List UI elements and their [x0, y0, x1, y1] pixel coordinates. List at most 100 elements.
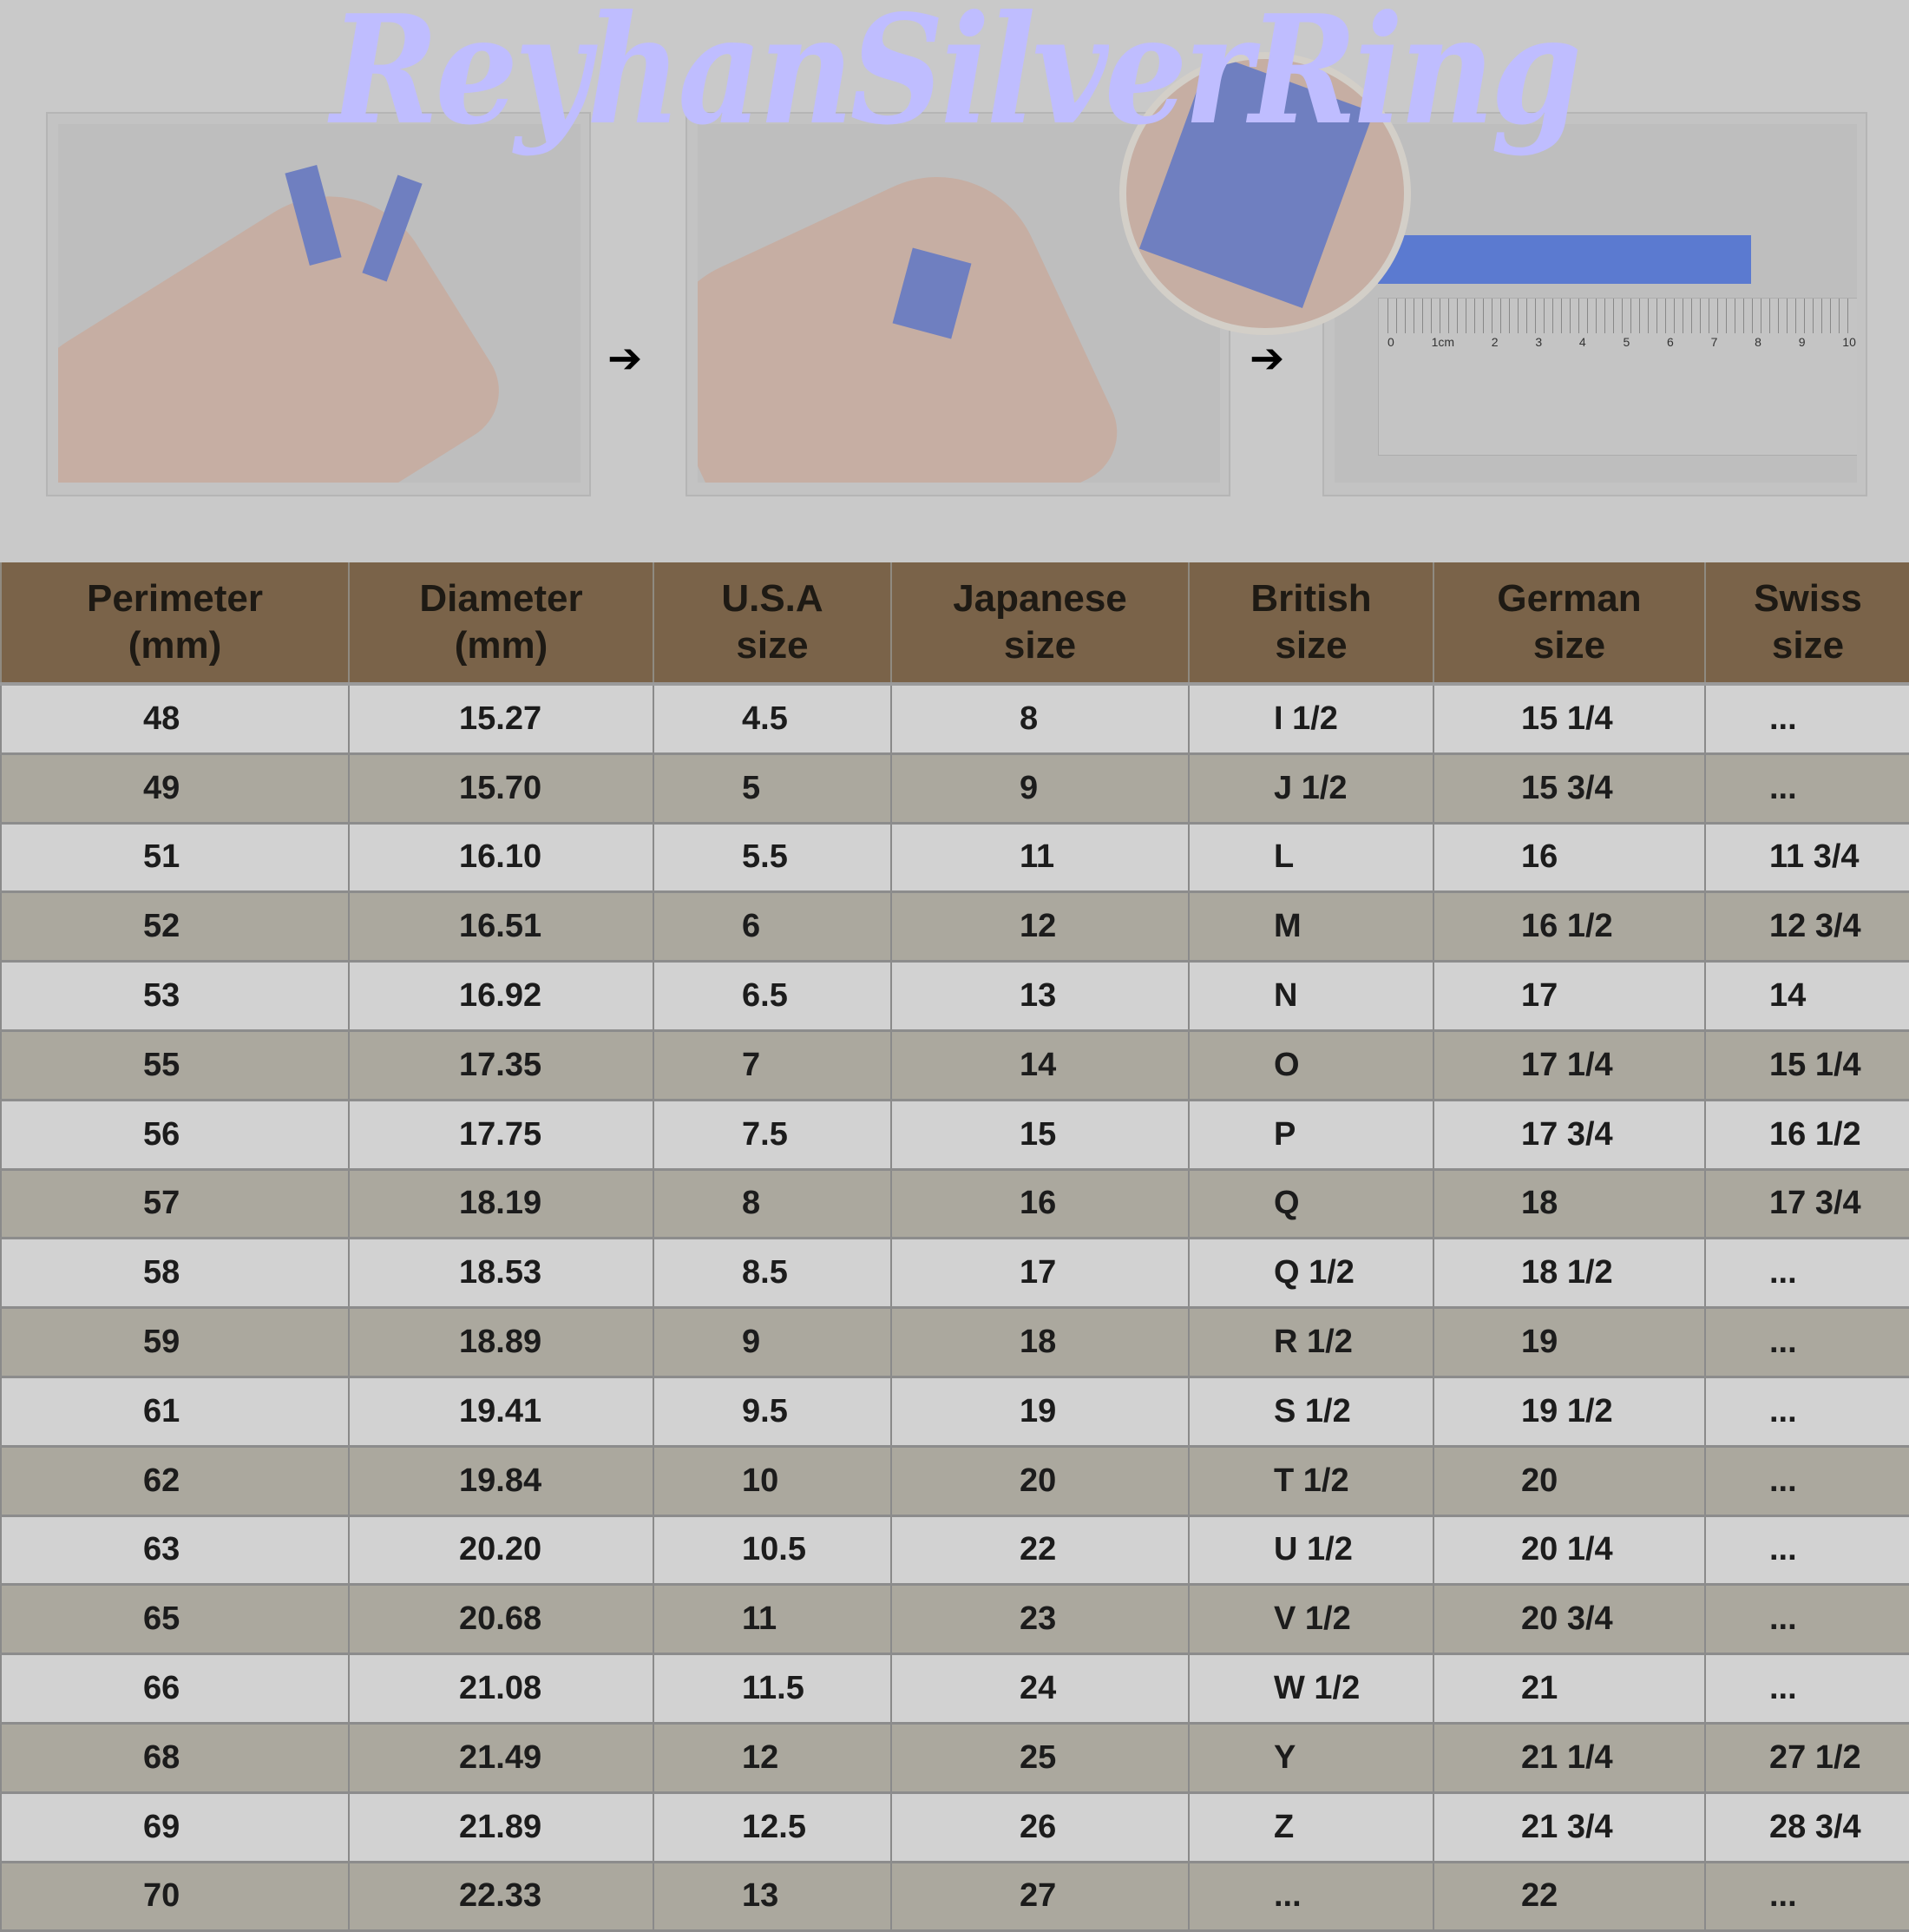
cell-british-size: J 1/2	[1188, 753, 1433, 825]
cell-perimeter: 58	[0, 1238, 349, 1310]
ruler-label: 2	[1491, 335, 1499, 349]
cell-german-size: 19	[1433, 1307, 1705, 1378]
cell-usa-size: 8.5	[653, 1238, 891, 1310]
cell-swiss-size: ...	[1704, 753, 1909, 825]
table-row: 65 20.68 11 23 V 1/2 20 3/4...	[0, 1584, 1909, 1656]
cell-german-size: 17 3/4	[1433, 1100, 1705, 1171]
step-1-wrap-strip-image	[46, 112, 591, 496]
cell-perimeter: 53	[0, 961, 349, 1032]
cell-perimeter: 61	[0, 1377, 349, 1448]
column-header-line: Japanese	[953, 577, 1127, 620]
cell-japanese-size: 13	[890, 961, 1189, 1032]
table-row: 58 18.53 8.5 17 Q 1/2 18 1/2...	[0, 1238, 1909, 1310]
table-row: 52 16.51 6 12 M 16 1/2 12 3/4	[0, 891, 1909, 963]
table-row: 51 16.10 5.5 11 L 16 11 3/4	[0, 823, 1909, 894]
cell-german-size: 15 1/4	[1433, 684, 1705, 755]
cell-usa-size: 7.5	[653, 1100, 891, 1171]
cell-british-size: Q 1/2	[1188, 1238, 1433, 1310]
table-header-row: Perimeter (mm) Diameter (mm) U.S.A size Japane…	[0, 562, 1909, 686]
column-header-line: Diameter	[419, 577, 583, 620]
cell-british-size: W 1/2	[1188, 1653, 1433, 1725]
cell-japanese-size: 8	[890, 684, 1189, 755]
table-row: 53 16.92 6.5 13 N 17 14	[0, 961, 1909, 1032]
cell-usa-size: 5.5	[653, 823, 891, 894]
cell-usa-size: 12.5	[653, 1792, 891, 1863]
cell-japanese-size: 17	[890, 1238, 1189, 1310]
cell-perimeter: 49	[0, 753, 349, 825]
column-header-line: British	[1250, 577, 1372, 620]
cell-diameter: 20.20	[348, 1515, 653, 1587]
cell-perimeter: 62	[0, 1446, 349, 1517]
ruler-label: 0	[1387, 335, 1394, 349]
cell-japanese-size: 12	[890, 891, 1189, 963]
cell-swiss-size: ...	[1704, 684, 1909, 755]
table-row: 66 21.08 11.5 24 W 1/2 21...	[0, 1653, 1909, 1725]
column-header-line: size	[1771, 624, 1845, 667]
cell-usa-size: 13	[653, 1862, 891, 1932]
cell-british-size: M	[1188, 891, 1433, 963]
cell-usa-size: 10.5	[653, 1515, 891, 1587]
paper-strip	[1378, 235, 1751, 284]
cell-british-size: ...	[1188, 1862, 1433, 1932]
cell-swiss-size: 28 3/4	[1704, 1792, 1909, 1863]
table-row: 57 18.19 8 16 Q 18 17 3/4	[0, 1169, 1909, 1240]
cell-perimeter: 70	[0, 1862, 349, 1932]
cell-german-size: 21 3/4	[1433, 1792, 1705, 1863]
cell-usa-size: 10	[653, 1446, 891, 1517]
cell-german-size: 15 3/4	[1433, 753, 1705, 825]
cell-japanese-size: 18	[890, 1307, 1189, 1378]
cell-japanese-size: 26	[890, 1792, 1189, 1863]
cell-diameter: 19.41	[348, 1377, 653, 1448]
table-row: 62 19.84 10 20 T 1/2 20...	[0, 1446, 1909, 1517]
cell-german-size: 20	[1433, 1446, 1705, 1517]
cell-british-size: V 1/2	[1188, 1584, 1433, 1656]
table-row: 61 19.41 9.5 19 S 1/2 19 1/2...	[0, 1377, 1909, 1448]
table-row: 48 15.27 4.5 8 I 1/2 15 1/4...	[0, 684, 1909, 755]
cell-usa-size: 9	[653, 1307, 891, 1378]
cell-perimeter: 51	[0, 823, 349, 894]
cell-british-size: P	[1188, 1100, 1433, 1171]
cell-german-size: 20 3/4	[1433, 1584, 1705, 1656]
ruler-image: 0 1cm 2 3 4 5 6 7 8 9 10	[1378, 298, 1857, 456]
cell-japanese-size: 9	[890, 753, 1189, 825]
table-row: 70 22.33 13 27... 22...	[0, 1862, 1909, 1932]
cell-diameter: 15.27	[348, 684, 653, 755]
ruler-label: 3	[1535, 335, 1543, 349]
column-header-japanese-size: Japanese size	[890, 562, 1189, 686]
cell-usa-size: 8	[653, 1169, 891, 1240]
hand-image	[58, 157, 519, 483]
cell-diameter: 18.89	[348, 1307, 653, 1378]
cell-swiss-size: ...	[1704, 1307, 1909, 1378]
column-header-line: size	[1003, 624, 1077, 667]
column-header-line: size	[1532, 624, 1606, 667]
cell-japanese-size: 25	[890, 1723, 1189, 1794]
cell-german-size: 18 1/2	[1433, 1238, 1705, 1310]
ruler-label: 8	[1755, 335, 1761, 349]
cell-japanese-size: 11	[890, 823, 1189, 894]
cell-german-size: 19 1/2	[1433, 1377, 1705, 1448]
cell-usa-size: 5	[653, 753, 891, 825]
table-row: 56 17.75 7.5 15 P 17 3/4 16 1/2	[0, 1100, 1909, 1171]
cell-diameter: 21.89	[348, 1792, 653, 1863]
cell-british-size: L	[1188, 823, 1433, 894]
column-header-line: size	[1275, 624, 1348, 667]
cell-diameter: 15.70	[348, 753, 653, 825]
cell-japanese-size: 27	[890, 1862, 1189, 1932]
cell-swiss-size: ...	[1704, 1377, 1909, 1448]
cell-perimeter: 68	[0, 1723, 349, 1794]
cell-swiss-size: ...	[1704, 1653, 1909, 1725]
column-header-perimeter: Perimeter (mm)	[0, 562, 349, 686]
cell-usa-size: 6.5	[653, 961, 891, 1032]
column-header-line: (mm)	[128, 624, 222, 667]
cell-japanese-size: 24	[890, 1653, 1189, 1725]
cell-german-size: 16 1/2	[1433, 891, 1705, 963]
cell-swiss-size: 15 1/4	[1704, 1030, 1909, 1101]
column-header-line: Perimeter	[86, 577, 263, 620]
cell-british-size: R 1/2	[1188, 1307, 1433, 1378]
column-header-german-size: German size	[1433, 562, 1705, 686]
cell-perimeter: 57	[0, 1169, 349, 1240]
zoom-loupe-image	[1119, 52, 1411, 335]
cell-japanese-size: 20	[890, 1446, 1189, 1517]
cell-swiss-size: ...	[1704, 1862, 1909, 1932]
cell-german-size: 20 1/4	[1433, 1515, 1705, 1587]
